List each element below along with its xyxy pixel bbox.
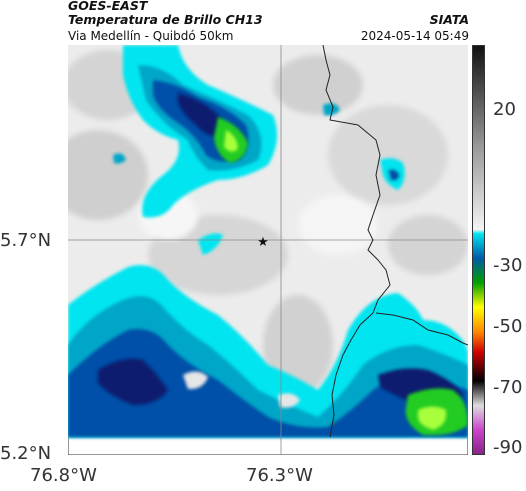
product-title: Temperatura de Brillo CH13 [68,12,263,27]
location-label: Via Medellín - Quibdó 50km [68,29,234,43]
small-cells [113,103,405,255]
timestamp-label: 2024-05-14 05:49 [360,29,469,43]
deep-convection-south [68,265,468,437]
lat-label-top: 5.7°N [0,230,52,251]
lon-label-right: 76.3°W [246,465,313,486]
lat-label-bottom: 5.2°N [0,443,52,464]
colorbar-label-minus70: -70 [493,377,523,398]
coastline [375,312,468,346]
agency-label: SIATA [429,12,469,27]
colorbar-label-minus50: -50 [493,316,523,337]
colorbar [472,45,485,455]
gridlines [68,45,468,455]
colorbar-label-minus30: -30 [493,255,523,276]
star-icon: ★ [257,235,269,250]
satellite-source: GOES-EAST [68,0,148,13]
boundary-line [322,45,391,438]
cloud-texture [68,50,468,395]
satellite-map: ★ [68,45,468,455]
lon-label-left: 76.8°W [30,465,97,486]
colorbar-label-minus90: -90 [493,437,523,458]
deep-convection-north [123,45,277,218]
colorbar-label-20: 20 [493,99,516,120]
